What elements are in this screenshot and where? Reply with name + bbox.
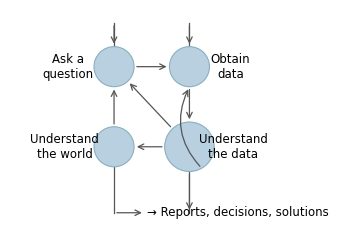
Circle shape — [94, 127, 134, 167]
Circle shape — [165, 122, 214, 172]
Text: Understand
the world: Understand the world — [30, 133, 99, 161]
Circle shape — [169, 47, 209, 87]
Text: → Reports, decisions, solutions: → Reports, decisions, solutions — [147, 206, 329, 219]
Circle shape — [94, 47, 134, 87]
Text: Understand
the data: Understand the data — [199, 133, 267, 161]
Text: Ask a
question: Ask a question — [42, 53, 93, 81]
Text: Obtain
data: Obtain data — [211, 53, 250, 81]
